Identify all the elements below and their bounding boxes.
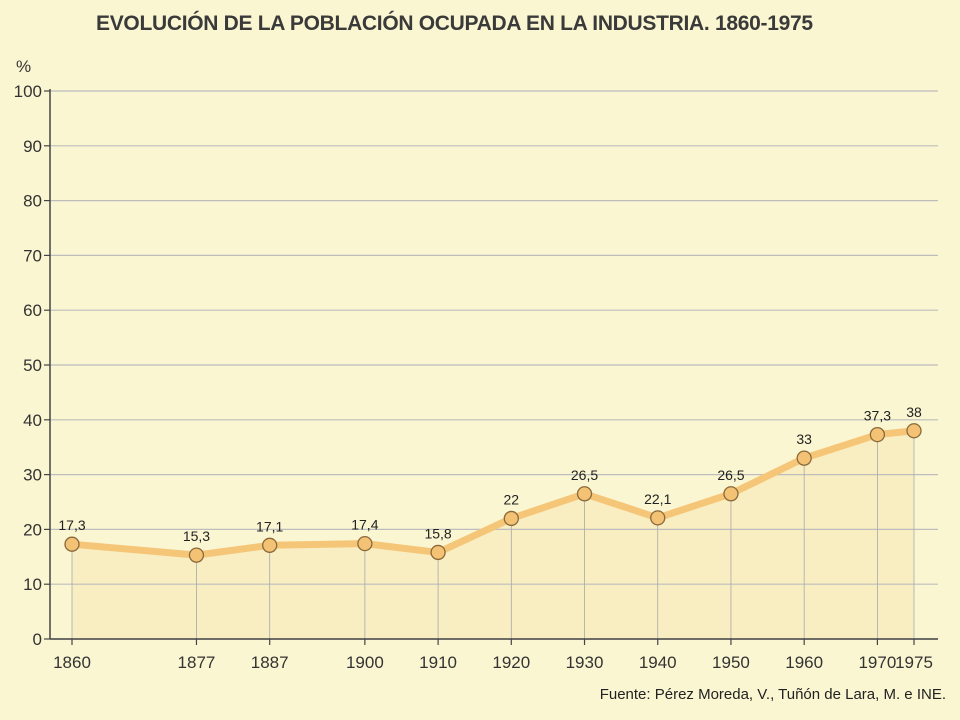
series-line (68, 427, 918, 559)
y-tick-label: 10 (23, 575, 42, 594)
data-label: 17,3 (58, 517, 85, 533)
source-note: Fuente: Pérez Moreda, V., Tuñón de Lara,… (599, 686, 946, 703)
y-tick-label: 50 (23, 356, 42, 375)
data-point (576, 486, 593, 502)
data-point (188, 547, 205, 563)
x-tick-label: 1910 (419, 653, 457, 672)
data-label: 22,1 (644, 491, 671, 507)
data-point (64, 536, 80, 552)
x-tick-label: 1970 (858, 653, 896, 672)
data-label: 33 (796, 431, 812, 447)
y-tick-label: 60 (23, 301, 42, 320)
x-tick-label: 1940 (639, 653, 677, 672)
data-label: 22 (504, 491, 520, 507)
y-tick-label: 30 (23, 466, 42, 485)
data-point (650, 510, 666, 526)
data-label: 15,8 (424, 525, 451, 541)
data-label: 15,3 (183, 528, 210, 544)
area-fill (72, 430, 914, 639)
data-label: 17,1 (256, 518, 283, 534)
x-tick-label: 1920 (492, 653, 530, 672)
x-tick-label: 1960 (785, 653, 823, 672)
x-tick-label: 1887 (251, 653, 289, 672)
data-point (796, 450, 812, 466)
data-point (430, 544, 446, 561)
x-tick-label: 1900 (346, 653, 384, 672)
data-point (503, 510, 519, 527)
x-tick-label: 1860 (53, 653, 91, 672)
y-tick-label: 80 (23, 192, 42, 211)
data-label: 37,3 (864, 408, 891, 424)
data-label: 26,5 (571, 467, 598, 483)
y-axis-unit-label: % (16, 57, 31, 76)
data-point (723, 486, 739, 502)
data-point (262, 537, 278, 553)
y-tick-label: 70 (23, 246, 42, 265)
x-tick-label: 1975 (895, 653, 933, 672)
x-tick-label: 1930 (566, 653, 604, 672)
data-label: 38 (906, 404, 922, 420)
data-point (357, 535, 373, 552)
y-tick-label: 40 (23, 411, 42, 430)
y-tick-label: 0 (33, 630, 42, 649)
x-tick-label: 1877 (178, 653, 216, 672)
data-point (869, 426, 886, 443)
data-label: 26,5 (717, 467, 744, 483)
y-tick-label: 20 (23, 520, 42, 539)
chart-title: EVOLUCIÓN DE LA POBLACIÓN OCUPADA EN LA … (96, 12, 813, 35)
y-tick-label: 100 (14, 82, 42, 101)
data-point (906, 423, 922, 439)
y-tick-label: 90 (23, 137, 42, 156)
x-tick-label: 1950 (712, 653, 750, 672)
data-label: 17,4 (351, 517, 378, 533)
